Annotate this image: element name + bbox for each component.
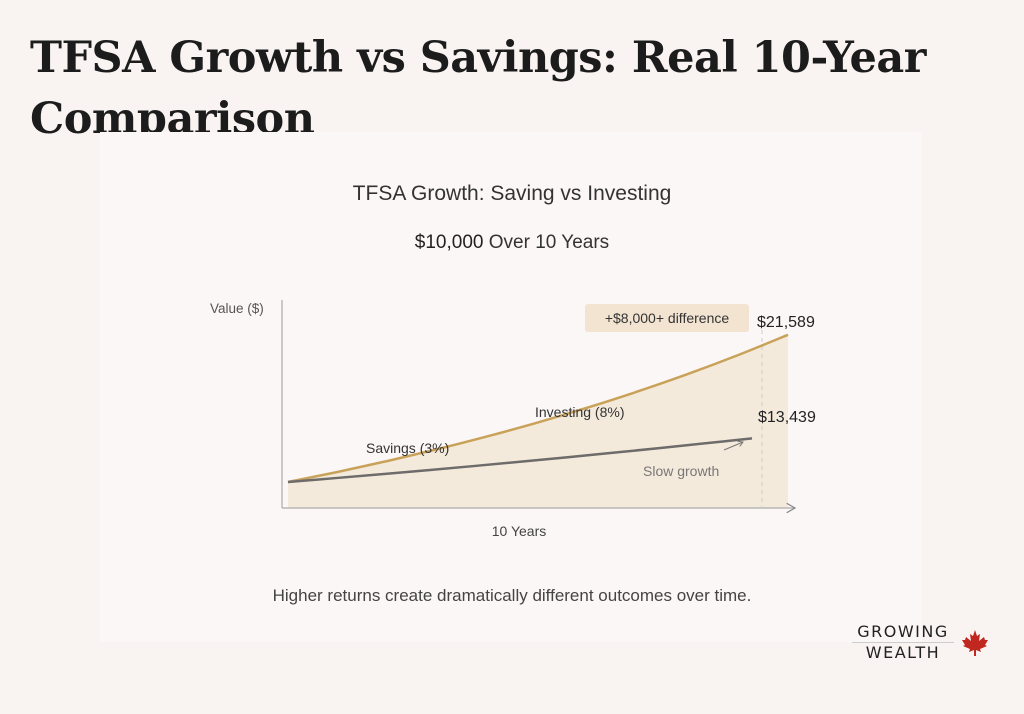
investing-line: [287, 333, 789, 484]
maple-leaf-icon: [962, 630, 988, 656]
subtitle-rest: Over 10 Years: [488, 232, 610, 253]
savings-end-label: $13,439: [758, 409, 816, 426]
logo-line1: GROWING: [857, 622, 949, 641]
chart-subtitle: $10,000 Over 10 Years: [0, 232, 1024, 254]
logo-divider: [852, 642, 954, 643]
savings-series-label: Savings (3%): [366, 440, 449, 456]
x-axis-label: 10 Years: [492, 523, 547, 539]
growing-wealth-logo: GROWING WEALTH: [848, 622, 958, 663]
investing-end-label: $21,589: [757, 314, 815, 331]
chart-title: TFSA Growth: Saving vs Investing: [352, 182, 672, 205]
slow-growth-label: Slow growth: [643, 463, 719, 479]
chart-caption: Higher returns create dramatically diffe…: [272, 586, 752, 605]
difference-badge-label: +$8,000+ difference: [605, 310, 730, 326]
page-title: TFSA Growth vs Savings: Real 10-Year Com…: [30, 33, 926, 144]
savings-line: [287, 437, 753, 484]
difference-area: [288, 334, 788, 508]
y-axis-label: Value ($): [210, 301, 264, 316]
investing-series-label: Investing (8%): [535, 404, 624, 420]
logo-line2: WEALTH: [865, 643, 941, 662]
subtitle-amount: $10,000: [414, 232, 484, 253]
difference-badge: [585, 304, 749, 332]
slow-growth-arrow-icon: [723, 442, 743, 451]
